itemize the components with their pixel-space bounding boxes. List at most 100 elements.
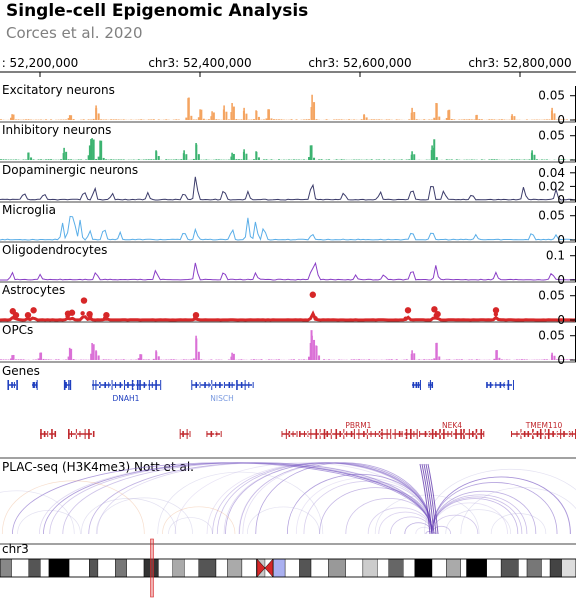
signal-peak-bar <box>11 355 13 360</box>
signal-bar <box>97 113 100 120</box>
plac-seq-arc <box>223 462 433 535</box>
gene-minus-exon <box>443 429 445 439</box>
signal-bar <box>388 359 391 360</box>
signal-bar <box>388 119 391 120</box>
track-oligodendrocytes: Oligodendrocytes 0.1 0 <box>0 243 576 287</box>
signal-bar <box>102 359 105 360</box>
signal-bar <box>7 359 10 360</box>
gene-plus-exon <box>127 382 129 388</box>
signal-bar <box>110 159 113 160</box>
signal-peak-bar <box>195 335 197 360</box>
signal-bar <box>313 102 316 120</box>
gene-plus-exon <box>7 380 10 390</box>
ideogram-band <box>526 558 542 578</box>
signal-bar <box>523 159 526 160</box>
gene-plus-exon <box>16 380 18 390</box>
gene-minus-strand-arrow <box>318 430 323 438</box>
signal-bar <box>328 159 331 160</box>
signal-peak-bar <box>267 109 269 120</box>
signal-bar <box>353 119 356 120</box>
gene-minus-strand-arrow <box>213 430 218 438</box>
ideogram-region-highlight <box>150 538 154 598</box>
signal-bar <box>433 117 436 120</box>
signal-bar <box>120 159 123 160</box>
signal-bar <box>348 119 351 120</box>
signal-bar <box>185 154 188 160</box>
signal-bar <box>45 119 48 120</box>
page-subtitle: Corces et al. 2020 <box>6 24 143 42</box>
signal-bar <box>293 159 296 160</box>
signal-bar <box>240 159 243 160</box>
signal-peak-bar <box>255 110 257 120</box>
gene-plus-strand-arrow <box>491 381 495 389</box>
plac-seq-anchor-arc <box>427 463 439 535</box>
signal-bar <box>435 157 438 160</box>
signal-bar <box>525 119 528 120</box>
ideogram-band <box>377 558 389 578</box>
signal-bar <box>192 358 195 360</box>
gene-plus-exon <box>412 382 415 388</box>
y-tick-label: 0 <box>557 153 565 167</box>
signal-bar <box>112 119 115 120</box>
signal-bar <box>413 154 416 160</box>
gene-minus-exon <box>523 431 526 437</box>
signal-bar <box>430 359 433 360</box>
gene-minus-exon <box>536 431 539 437</box>
signal-peak-bar <box>551 107 553 120</box>
signal-peak-bar <box>183 150 185 160</box>
signal-bar <box>10 117 13 120</box>
signal-bar <box>185 359 188 360</box>
ideogram-band <box>172 558 185 578</box>
gene-minus-strand-arrow <box>354 430 359 438</box>
signal-bar <box>72 359 75 360</box>
gene-plus-exon <box>68 380 70 390</box>
gene-plus-exon <box>63 380 66 390</box>
ideogram-band <box>388 558 404 578</box>
ideogram-outline <box>0 558 576 578</box>
gene-plus-exon <box>151 382 153 388</box>
signal-bar <box>275 359 278 360</box>
gene-minus-label: NEK4 <box>442 421 462 430</box>
signal-bar <box>563 359 566 360</box>
signal-bar <box>473 119 476 120</box>
signal-peak-bar <box>447 110 449 120</box>
gene-minus-exon <box>339 431 341 437</box>
gene-minus-exon <box>179 429 181 439</box>
signal-bar <box>205 159 208 160</box>
gene-minus-exon <box>363 431 365 437</box>
signal-bar <box>175 159 178 160</box>
signal-bar <box>358 359 361 360</box>
gene-plus-exon <box>489 382 492 388</box>
gene-minus-exon <box>460 429 462 439</box>
signal-bar <box>97 355 100 360</box>
signal-bar <box>385 119 388 120</box>
signal-bar <box>227 119 230 120</box>
signal-bar <box>378 119 381 120</box>
gene-plus-exon <box>240 382 243 388</box>
signal-bar <box>390 359 393 360</box>
track-label: OPCs <box>2 323 33 337</box>
ideogram-band <box>460 558 467 578</box>
gene-minus-exon <box>455 429 457 439</box>
signal-bar <box>518 359 521 360</box>
gene-minus-exon <box>480 429 483 439</box>
signal-bar <box>147 119 150 120</box>
signal-bar <box>60 159 63 160</box>
signal-bar <box>262 119 265 120</box>
signal-bar <box>140 354 143 360</box>
ideogram-band <box>11 558 30 578</box>
signal-bar <box>5 159 8 160</box>
ideogram-band <box>28 558 41 578</box>
signal-bar <box>227 359 230 360</box>
gene-plus-exon <box>208 382 210 388</box>
signal-bar <box>105 119 108 120</box>
plac-seq-arc <box>445 509 512 535</box>
signal-bar <box>423 119 426 120</box>
signal-bar <box>488 159 491 160</box>
signal-bar <box>423 359 426 360</box>
signal-bar <box>400 159 403 160</box>
gene-plus-strand-arrow <box>220 381 225 389</box>
gene-plus-exon <box>115 382 117 388</box>
gene-minus-exon <box>220 431 222 437</box>
signal-bar <box>545 119 548 120</box>
